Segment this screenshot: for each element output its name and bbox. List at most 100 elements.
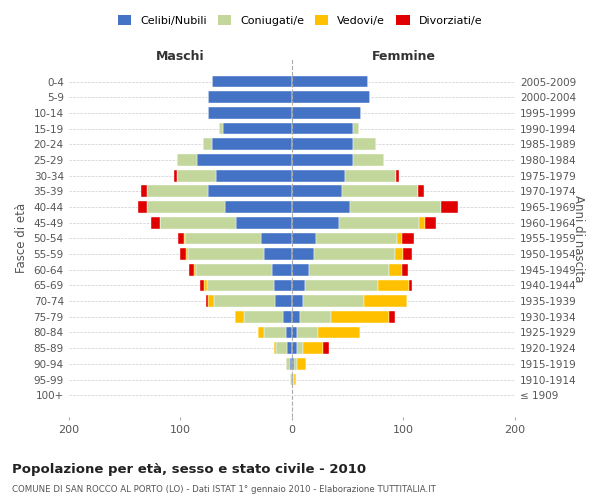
Text: Popolazione per età, sesso e stato civile - 2010: Popolazione per età, sesso e stato civil…: [12, 462, 366, 475]
Bar: [173, 170, 177, 181]
Bar: [274, 280, 292, 291]
Bar: [196, 264, 272, 276]
Bar: [286, 326, 292, 338]
Bar: [184, 232, 185, 244]
Bar: [260, 232, 292, 244]
Bar: [339, 217, 419, 228]
Bar: [244, 311, 283, 322]
Bar: [212, 76, 292, 88]
Bar: [283, 311, 292, 322]
Bar: [331, 311, 389, 322]
Bar: [220, 122, 223, 134]
Bar: [350, 201, 442, 213]
Bar: [292, 248, 314, 260]
Bar: [287, 342, 292, 354]
Bar: [419, 217, 425, 228]
Bar: [409, 280, 412, 291]
Bar: [389, 311, 395, 322]
Bar: [185, 232, 260, 244]
Bar: [259, 326, 264, 338]
Bar: [353, 138, 376, 150]
Bar: [292, 122, 353, 134]
Legend: Celibi/Nubili, Coniugati/e, Vedovi/e, Divorziati/e: Celibi/Nubili, Coniugati/e, Vedovi/e, Di…: [113, 10, 487, 30]
Bar: [292, 170, 346, 181]
Bar: [206, 295, 208, 307]
Bar: [212, 138, 292, 150]
Bar: [303, 295, 364, 307]
Bar: [264, 326, 286, 338]
Bar: [298, 358, 307, 370]
Bar: [353, 122, 359, 134]
Bar: [293, 374, 294, 386]
Bar: [292, 326, 298, 338]
Bar: [292, 186, 342, 197]
Bar: [197, 154, 292, 166]
Bar: [275, 295, 292, 307]
Bar: [225, 201, 292, 213]
Bar: [403, 264, 408, 276]
Bar: [292, 295, 303, 307]
Bar: [177, 154, 197, 166]
Bar: [292, 358, 294, 370]
Bar: [214, 295, 275, 307]
Bar: [298, 342, 303, 354]
Bar: [290, 374, 291, 386]
Bar: [178, 232, 184, 244]
Bar: [290, 358, 292, 370]
Bar: [236, 217, 292, 228]
Bar: [200, 280, 203, 291]
Bar: [292, 280, 305, 291]
Bar: [151, 217, 160, 228]
Y-axis label: Fasce di età: Fasce di età: [15, 204, 28, 274]
Bar: [203, 138, 212, 150]
Bar: [342, 186, 418, 197]
Bar: [160, 217, 236, 228]
Bar: [346, 170, 395, 181]
Bar: [207, 280, 274, 291]
Bar: [194, 264, 196, 276]
Bar: [292, 374, 293, 386]
Bar: [418, 186, 424, 197]
Bar: [305, 280, 378, 291]
Bar: [292, 217, 339, 228]
Bar: [189, 264, 194, 276]
Bar: [364, 295, 407, 307]
Bar: [395, 170, 399, 181]
Bar: [403, 248, 412, 260]
Text: Femmine: Femmine: [371, 50, 436, 62]
Bar: [138, 201, 147, 213]
Bar: [276, 342, 287, 354]
Bar: [272, 264, 292, 276]
Text: COMUNE DI SAN ROCCO AL PORTO (LO) - Dati ISTAT 1° gennaio 2010 - Elaborazione TU: COMUNE DI SAN ROCCO AL PORTO (LO) - Dati…: [12, 485, 436, 494]
Bar: [292, 92, 370, 103]
Bar: [286, 358, 290, 370]
Bar: [188, 248, 264, 260]
Bar: [425, 217, 436, 228]
Bar: [314, 248, 395, 260]
Bar: [216, 170, 292, 181]
Bar: [395, 248, 403, 260]
Bar: [292, 264, 308, 276]
Bar: [208, 186, 292, 197]
Bar: [147, 186, 208, 197]
Text: Maschi: Maschi: [156, 50, 205, 62]
Bar: [203, 280, 207, 291]
Bar: [274, 342, 276, 354]
Bar: [292, 107, 361, 119]
Bar: [180, 248, 186, 260]
Bar: [208, 92, 292, 103]
Bar: [294, 358, 298, 370]
Bar: [177, 170, 216, 181]
Bar: [141, 186, 147, 197]
Bar: [292, 342, 298, 354]
Bar: [299, 311, 331, 322]
Bar: [208, 295, 214, 307]
Bar: [323, 342, 329, 354]
Bar: [223, 122, 292, 134]
Bar: [298, 326, 317, 338]
Bar: [186, 248, 188, 260]
Bar: [389, 264, 403, 276]
Bar: [235, 311, 244, 322]
Y-axis label: Anni di nascita: Anni di nascita: [572, 194, 585, 282]
Bar: [292, 232, 316, 244]
